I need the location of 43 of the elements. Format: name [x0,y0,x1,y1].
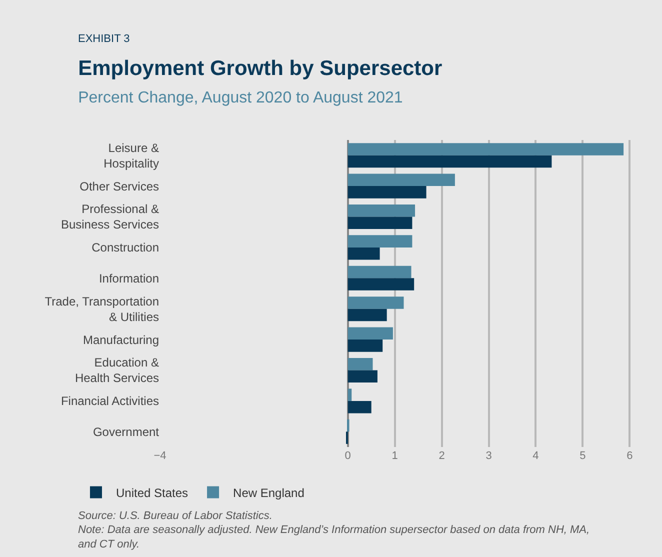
x-tick-label: 0 [344,450,351,462]
x-tick-label: −4 [154,450,166,462]
y-tick-label: Leisure & Hospitality [104,140,159,170]
y-tick-label: Information [98,271,159,286]
bar [348,358,373,370]
bar [348,143,624,156]
bar [348,216,412,230]
y-tick-label: Education & Health Services [74,356,159,386]
x-tick-label: 6 [626,450,633,462]
y-tick-label: Professional & Business Services [60,202,159,232]
bar [348,204,416,217]
x-tick-label: 3 [486,450,492,462]
bar [348,174,455,186]
bar [348,400,372,414]
bar [348,327,393,340]
legend-label: United States [116,486,188,500]
bar [348,308,387,322]
source-note: Source: U.S. Bureau of Labor Statistics. [78,510,272,522]
y-tick-label: Government [92,424,160,439]
bar [348,340,383,352]
y-tick-label: Trade, Transportation & Utilities [44,294,159,324]
bar [348,388,352,401]
y-tick-label: Manufacturing [82,332,159,347]
bar [348,235,412,248]
x-tick-label: 4 [532,450,539,462]
y-tick-label: Construction [92,240,159,255]
x-tick-label: 1 [392,450,398,462]
text: EXHIBIT 3 [78,33,130,45]
bar [348,247,380,260]
y-tick-label: Financial Activities [60,394,159,408]
x-tick-label: 2 [438,450,445,462]
chart-title: Employment Growth by Supersector [78,57,442,80]
bar [348,155,552,168]
chart-subtitle: Percent Change, August 2020 to August 2021 [78,89,403,106]
x-tick-label: 5 [580,450,586,462]
bar [348,278,414,290]
bar [348,296,404,309]
bar [348,370,378,383]
legend-label: New England [233,486,304,500]
bar [348,186,426,198]
y-tick-label: Other Services [80,179,159,194]
text: Note: Data are seasonally adjusted. New England’s Information supersector based on data from NH, MA, and CT only. [78,524,590,550]
bar [348,266,412,278]
